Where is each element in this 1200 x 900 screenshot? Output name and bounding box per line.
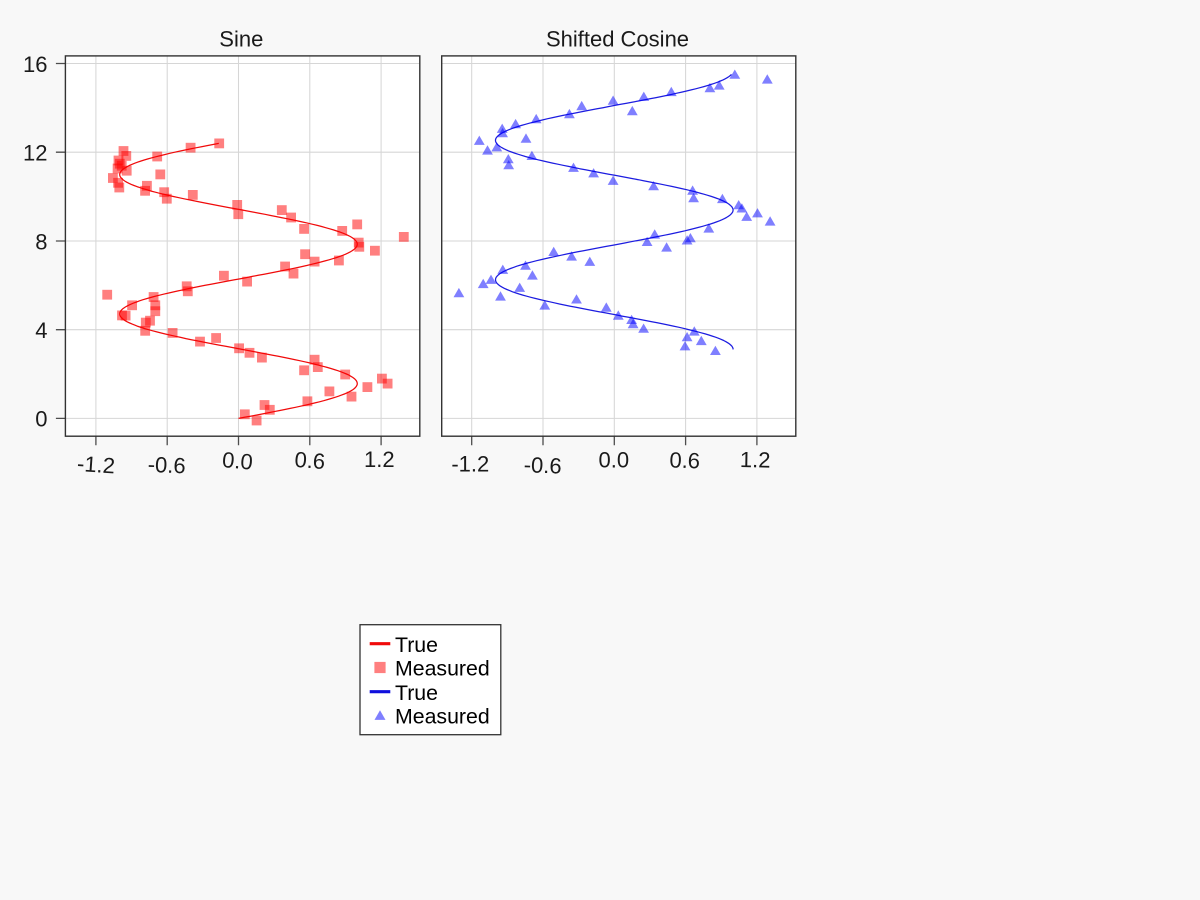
svg-text:12: 12: [23, 141, 47, 166]
svg-text:Sine: Sine: [219, 27, 263, 52]
svg-text:True: True: [395, 681, 438, 705]
svg-text:8: 8: [35, 229, 47, 254]
svg-text:4: 4: [35, 318, 47, 343]
svg-text:-1.2: -1.2: [451, 451, 489, 476]
svg-text:0.0: 0.0: [599, 447, 630, 472]
svg-text:0.0: 0.0: [221, 447, 254, 475]
svg-text:-1.2: -1.2: [76, 451, 116, 479]
svg-text:Measured: Measured: [395, 657, 490, 681]
svg-text:1.2: 1.2: [740, 447, 771, 473]
svg-text:0.6: 0.6: [669, 447, 700, 473]
svg-text:-0.6: -0.6: [523, 452, 562, 479]
svg-text:-0.6: -0.6: [147, 452, 186, 479]
svg-text:Shifted Cosine: Shifted Cosine: [546, 27, 689, 52]
svg-text:Measured: Measured: [395, 705, 490, 729]
svg-text:0: 0: [35, 407, 47, 432]
svg-text:0.6: 0.6: [294, 447, 326, 474]
svg-text:1.2: 1.2: [364, 447, 395, 472]
svg-text:True: True: [395, 633, 438, 657]
svg-text:16: 16: [23, 52, 47, 77]
